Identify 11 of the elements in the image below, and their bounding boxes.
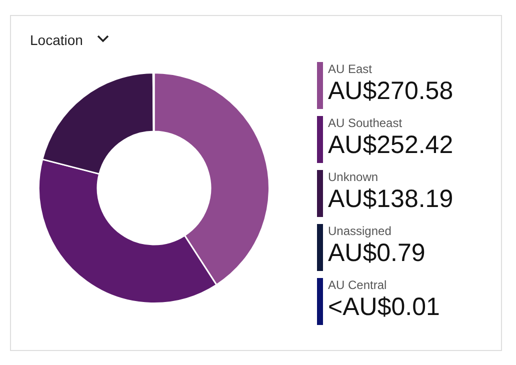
legend-label: Unassigned xyxy=(328,224,392,238)
data-label: AU$270.58 xyxy=(328,76,454,106)
chart-title: Location xyxy=(30,32,83,48)
data-label: AU$252.42 xyxy=(328,130,454,160)
text: <AU$0.01 xyxy=(328,293,440,321)
legend-label: AU East xyxy=(328,62,374,76)
legend-label: AU Southeast xyxy=(328,116,404,130)
data-label: AU$138.19 xyxy=(328,184,454,214)
legend-label: Unknown xyxy=(328,170,380,184)
data-label: AU$0.79 xyxy=(328,238,426,268)
legend-label: AU Central xyxy=(328,278,388,292)
